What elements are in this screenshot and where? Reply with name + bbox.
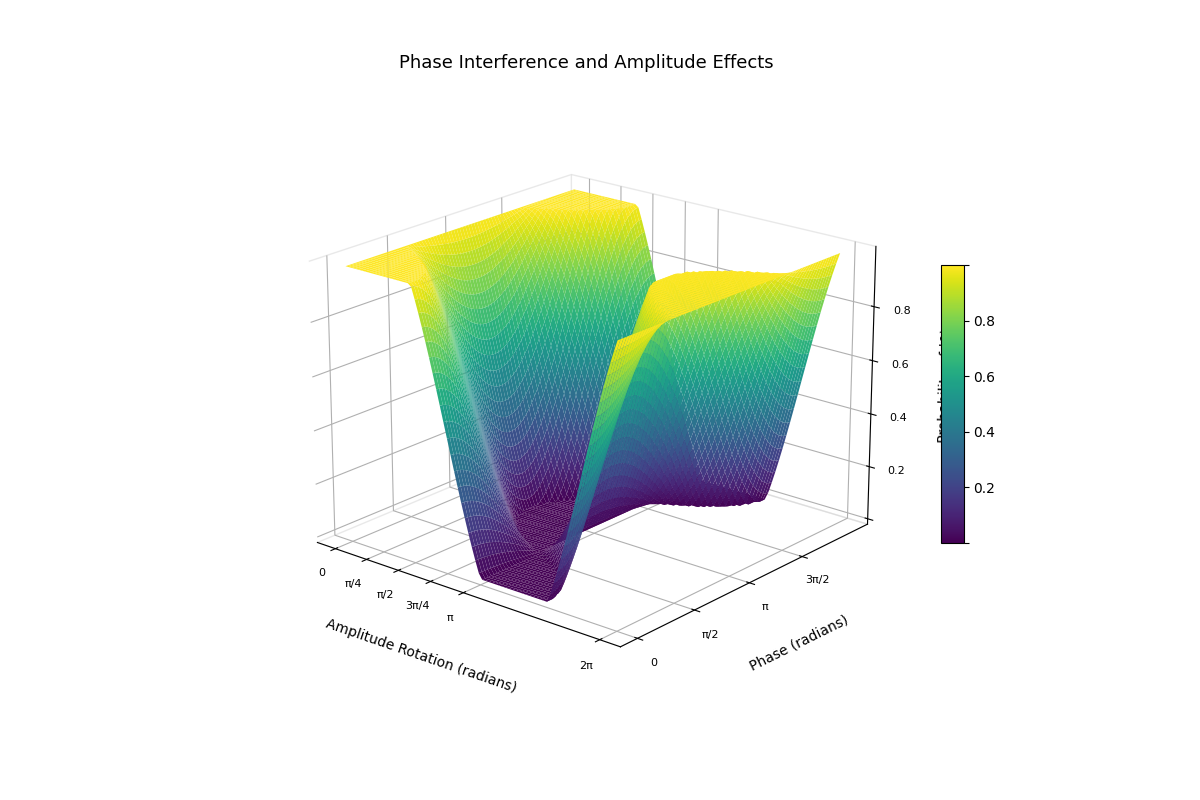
X-axis label: Amplitude Rotation (radians): Amplitude Rotation (radians) — [324, 617, 518, 696]
Y-axis label: Phase (radians): Phase (radians) — [748, 613, 851, 673]
Title: Phase Interference and Amplitude Effects: Phase Interference and Amplitude Effects — [398, 54, 773, 72]
